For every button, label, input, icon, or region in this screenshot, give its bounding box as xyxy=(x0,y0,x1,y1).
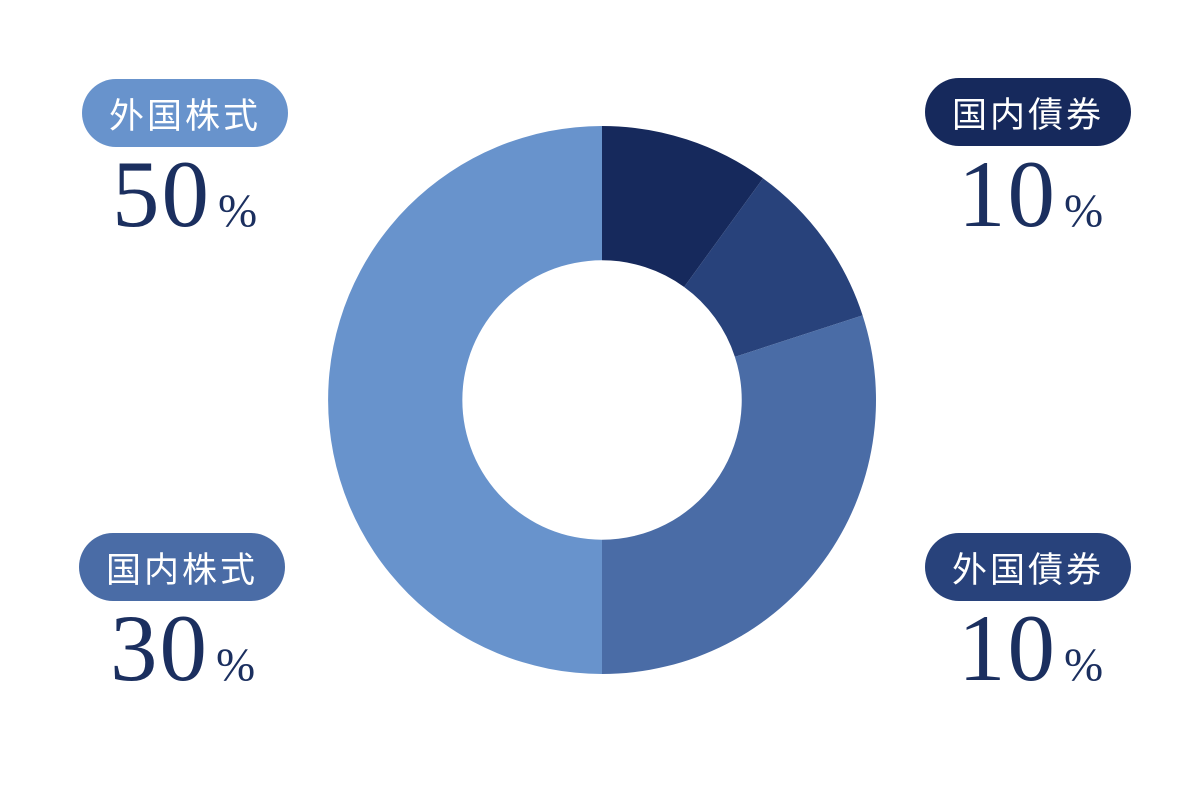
donut-segment-domestic-stocks xyxy=(602,315,877,674)
value-foreign-bonds: 10 % xyxy=(958,601,1103,696)
donut-segment-domestic-bonds xyxy=(602,126,764,287)
value-foreign-stocks: 50 % xyxy=(112,147,257,242)
pill-domestic-bonds: 国内債券 xyxy=(925,78,1132,146)
value-domestic-bonds: 10 % xyxy=(958,147,1103,242)
label-foreign-bonds: 外国債券 xyxy=(925,533,1132,601)
pill-domestic-stocks-text: 国内株式 xyxy=(106,550,259,590)
value-foreign-bonds-unit: % xyxy=(1064,639,1104,691)
value-domestic-stocks-unit: % xyxy=(216,639,256,691)
value-domestic-stocks-number: 30 xyxy=(110,595,209,701)
value-foreign-stocks-unit: % xyxy=(218,185,258,237)
value-foreign-stocks-number: 50 xyxy=(112,141,211,247)
value-domestic-bonds-unit: % xyxy=(1064,185,1104,237)
value-domestic-stocks: 30 % xyxy=(110,601,255,696)
pill-foreign-bonds-text: 外国債券 xyxy=(952,550,1105,590)
pill-foreign-stocks-text: 外国株式 xyxy=(109,96,262,136)
pill-foreign-stocks: 外国株式 xyxy=(82,79,289,147)
label-foreign-stocks: 外国株式 xyxy=(82,79,289,147)
pill-domestic-bonds-text: 国内債券 xyxy=(952,95,1105,135)
label-domestic-stocks: 国内株式 xyxy=(79,533,286,601)
donut-segment-foreign-stocks xyxy=(328,126,602,674)
donut-segment-foreign-bonds xyxy=(684,178,863,357)
pill-domestic-stocks: 国内株式 xyxy=(79,533,286,601)
pill-foreign-bonds: 外国債券 xyxy=(925,533,1132,601)
label-domestic-bonds: 国内債券 xyxy=(925,78,1132,146)
value-foreign-bonds-number: 10 xyxy=(958,595,1057,701)
value-domestic-bonds-number: 10 xyxy=(958,141,1057,247)
